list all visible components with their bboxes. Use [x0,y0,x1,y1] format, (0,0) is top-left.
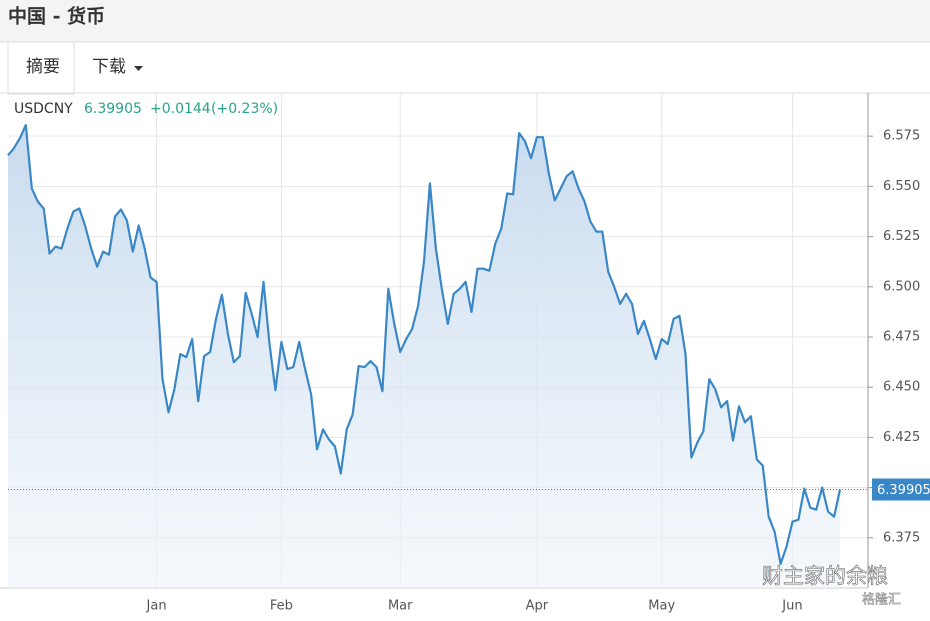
last-value-label: 6.39905 [877,483,930,498]
y-tick-label: 6.575 [883,129,920,144]
tab-label[interactable]: 摘要 [26,57,60,77]
x-tick-label: May [648,599,675,614]
dropdown-caret[interactable] [134,66,143,71]
line [7,124,842,565]
tab-active[interactable] [7,41,75,95]
y-tick-label: 6.500 [883,279,920,294]
watermark-logo: 格隆汇 [862,592,901,608]
watermark: 财主家的余粮 [762,564,888,588]
y-tick-label: 6.475 [883,329,920,344]
series-name: USDCNY [14,101,73,117]
y-tick-label: 6.525 [883,229,920,244]
last-value-box [872,478,930,501]
plot: JanFebMarAprMayJun6.3756.4006.4256.4506.… [0,93,930,614]
tab-label[interactable]: 下载 [92,57,126,77]
page-title: 中国 - 货币 [8,5,105,28]
x-tick-label: Jun [781,599,802,614]
y-tick-label: 6.375 [883,530,920,545]
y-tick-label: 6.450 [883,380,920,395]
x-tick-label: Jan [146,599,167,614]
change-pct: (+0.23%) [211,101,278,117]
x-tick-label: Apr [526,599,549,614]
y-tick-label: 6.550 [883,179,920,194]
x-tick-label: Feb [270,599,293,614]
area [8,125,840,588]
header-bar [0,0,930,42]
last-value: 6.39905 [84,101,142,117]
y-tick-label: 6.425 [883,430,920,445]
change: +0.0144 [150,101,211,117]
x-tick-label: Mar [388,599,413,614]
